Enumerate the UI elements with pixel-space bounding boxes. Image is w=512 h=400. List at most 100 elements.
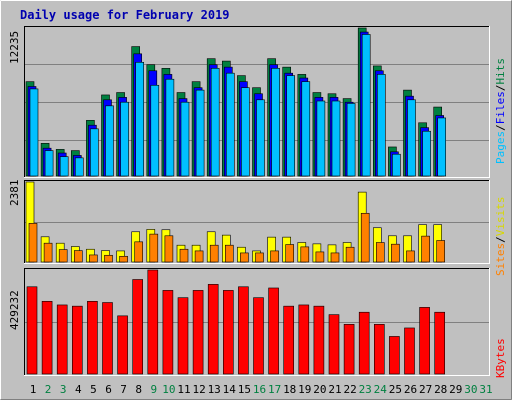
sites-bar-day-23 xyxy=(360,212,370,263)
day-label-4: 4 xyxy=(75,383,82,396)
pages-bar-day-6 xyxy=(105,105,114,177)
kbytes-bar-day-1 xyxy=(26,286,38,375)
day-label-7: 7 xyxy=(120,383,127,396)
day-label-6: 6 xyxy=(105,383,112,396)
kbytes-bar-day-23 xyxy=(358,311,370,375)
pages-bar-day-28 xyxy=(437,117,447,177)
pages-bar-day-3 xyxy=(59,156,69,177)
day-label-8: 8 xyxy=(135,383,142,396)
sites-bar-day-4 xyxy=(74,250,83,263)
pages-bar-day-8 xyxy=(135,61,144,177)
pages-bar-day-9 xyxy=(150,84,160,177)
sites-bar-day-21 xyxy=(330,252,340,263)
day-label-21: 21 xyxy=(328,383,341,396)
kbytes-bar-day-21 xyxy=(328,314,340,375)
pages-bar-day-7 xyxy=(120,101,129,177)
day-label-10: 10 xyxy=(162,383,175,396)
day-label-12: 12 xyxy=(192,383,205,396)
kbytes-bar-day-27 xyxy=(419,307,430,375)
sites-bar-day-2 xyxy=(43,242,53,263)
sites-bar-day-22 xyxy=(345,246,355,263)
day-label-25: 25 xyxy=(389,383,402,396)
sites-bar-day-14 xyxy=(225,244,234,263)
day-label-19: 19 xyxy=(298,383,311,396)
sites-bar-day-8 xyxy=(134,241,143,263)
day-label-18: 18 xyxy=(283,383,296,396)
pages-bar-day-13 xyxy=(210,68,220,177)
kbytes-bar-day-25 xyxy=(389,336,400,375)
sites-bar-day-25 xyxy=(391,243,400,263)
day-label-24: 24 xyxy=(374,383,388,396)
sites-bar-day-13 xyxy=(209,244,219,263)
kbytes-bar-day-15 xyxy=(238,286,249,375)
pages-bar-day-25 xyxy=(392,153,401,177)
day-label-23: 23 xyxy=(359,383,372,396)
sites-bar-day-10 xyxy=(164,235,174,263)
kbytes-bar-day-26 xyxy=(404,327,415,375)
kbytes-bar-day-5 xyxy=(87,301,98,375)
kbytes-bar-day-10 xyxy=(162,290,174,375)
sites-bar-day-18 xyxy=(285,244,295,263)
pages-bar-day-23 xyxy=(361,34,371,177)
kbytes-bar-day-12 xyxy=(192,290,204,375)
pages-bar-day-26 xyxy=(407,99,416,177)
day-label-28: 28 xyxy=(434,383,447,396)
sites-bar-day-24 xyxy=(375,242,385,263)
day-label-22: 22 xyxy=(343,383,356,396)
pages-bar-day-24 xyxy=(376,74,386,177)
day-label-11: 11 xyxy=(177,383,190,396)
pages-bar-day-19 xyxy=(301,81,311,177)
kbytes-bar-day-14 xyxy=(223,290,234,375)
kbytes-bar-day-16 xyxy=(253,297,264,375)
sites-bar-day-3 xyxy=(58,249,68,263)
pages-bar-day-11 xyxy=(180,101,190,177)
pages-bar-day-22 xyxy=(346,103,356,177)
kbytes-bar-day-19 xyxy=(298,304,310,375)
kbytes-bar-day-8 xyxy=(132,279,143,375)
kbytes-bar-day-22 xyxy=(343,324,355,375)
kbytes-bar-day-17 xyxy=(268,287,279,375)
day-label-29: 29 xyxy=(449,383,462,396)
pages-bar-day-16 xyxy=(256,99,265,177)
sites-bar-day-9 xyxy=(149,233,159,263)
pages-bar-day-12 xyxy=(195,89,205,177)
sites-bar-day-1 xyxy=(28,223,38,263)
day-label-16: 16 xyxy=(253,383,266,396)
pages-bar-day-20 xyxy=(316,100,326,177)
day-label-13: 13 xyxy=(208,383,221,396)
kbytes-bar-day-7 xyxy=(117,315,128,375)
chart-title: Daily usage for February 2019 xyxy=(20,8,230,22)
sites-bar-day-26 xyxy=(406,250,415,263)
kbytes-bar-day-9 xyxy=(147,269,159,375)
pages-bar-day-14 xyxy=(226,72,235,177)
sites-bar-day-7 xyxy=(119,255,128,263)
kbytes-bar-day-3 xyxy=(56,304,68,375)
day-label-2: 2 xyxy=(45,383,52,396)
pages-bar-day-5 xyxy=(90,128,99,177)
sites-bar-day-11 xyxy=(179,248,189,263)
pages-bar-day-15 xyxy=(241,87,250,177)
day-label-3: 3 xyxy=(60,383,67,396)
pages-bar-day-2 xyxy=(44,150,54,177)
day-label-5: 5 xyxy=(90,383,97,396)
kbytes-bar-day-18 xyxy=(283,305,295,375)
sites-bar-day-12 xyxy=(194,250,204,263)
sites-bar-day-19 xyxy=(300,246,310,263)
sites-bar-day-15 xyxy=(240,252,249,263)
kbytes-bar-day-11 xyxy=(177,297,189,375)
day-label-15: 15 xyxy=(238,383,251,396)
pages-bar-day-17 xyxy=(271,68,280,177)
day-label-1: 1 xyxy=(30,383,37,396)
sites-bar-day-5 xyxy=(89,254,98,263)
kbytes-bar-day-24 xyxy=(373,324,385,375)
pages-bar-day-1 xyxy=(29,88,39,177)
sites-bar-day-28 xyxy=(436,240,446,263)
pages-bar-day-18 xyxy=(286,75,296,177)
kbytes-bar-day-6 xyxy=(102,302,113,375)
sites-bar-day-16 xyxy=(255,252,264,263)
sites-bar-day-20 xyxy=(315,251,325,263)
sites-bar-day-6 xyxy=(104,254,113,263)
day-label-31: 31 xyxy=(479,383,492,396)
